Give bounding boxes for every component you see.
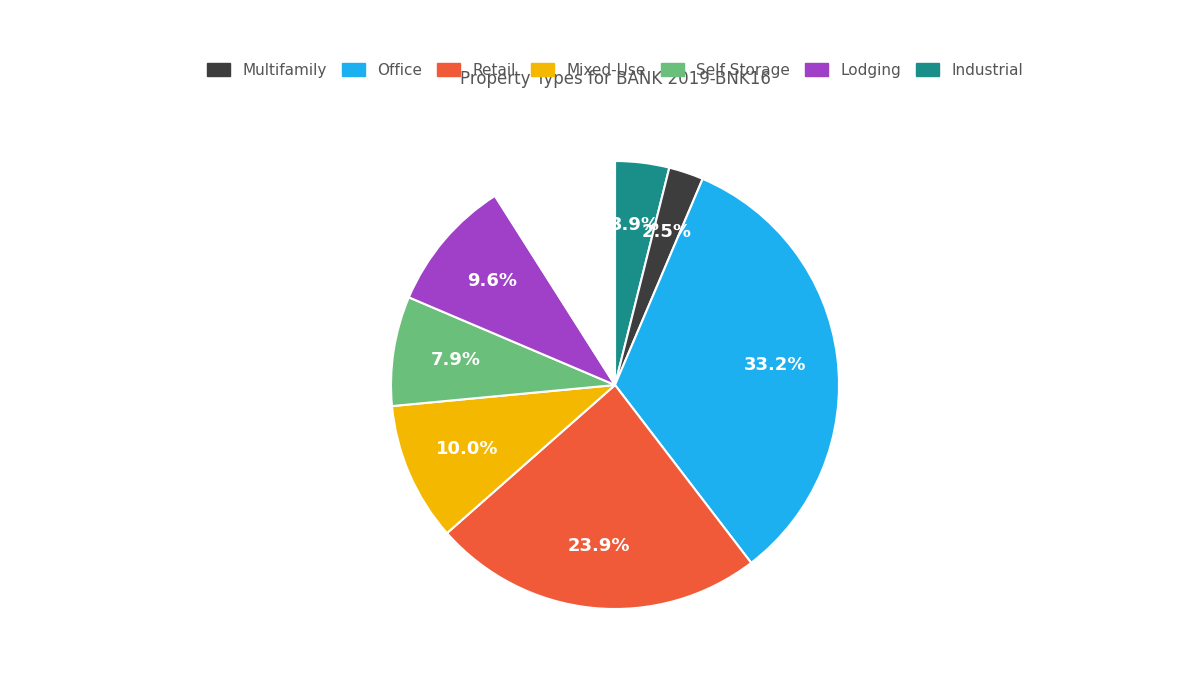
Text: 3.9%: 3.9%: [610, 216, 660, 234]
Text: 23.9%: 23.9%: [568, 536, 630, 554]
Text: 2.5%: 2.5%: [641, 223, 691, 241]
Wedge shape: [616, 179, 839, 563]
Wedge shape: [446, 385, 751, 609]
Legend: Multifamily, Office, Retail, Mixed-Use, Self Storage, Lodging, Industrial: Multifamily, Office, Retail, Mixed-Use, …: [200, 57, 1030, 84]
Wedge shape: [392, 385, 616, 533]
Text: 7.9%: 7.9%: [431, 351, 481, 370]
Wedge shape: [616, 168, 703, 385]
Wedge shape: [614, 161, 670, 385]
Wedge shape: [409, 196, 616, 385]
Wedge shape: [494, 161, 616, 385]
Text: 9.6%: 9.6%: [467, 272, 517, 290]
Wedge shape: [391, 298, 616, 406]
Title: Property Types for BANK 2019-BNK16: Property Types for BANK 2019-BNK16: [460, 70, 770, 88]
Text: 33.2%: 33.2%: [744, 356, 806, 374]
Text: 10.0%: 10.0%: [436, 440, 498, 458]
